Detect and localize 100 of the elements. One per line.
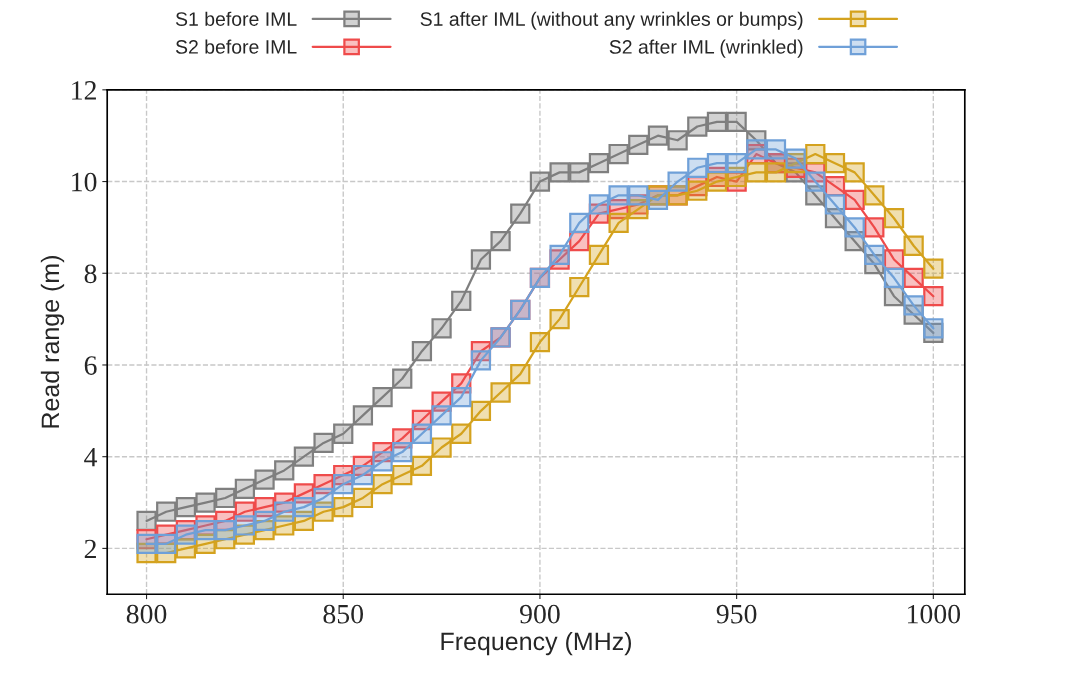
legend-label: S2 after IML (wrinkled): [609, 39, 803, 58]
point: [706, 153, 728, 174]
point: [569, 212, 590, 233]
point: [333, 496, 354, 518]
point: [805, 143, 826, 165]
point: [234, 515, 256, 536]
point: [706, 171, 728, 192]
point: [588, 244, 610, 266]
point: [569, 162, 590, 183]
point: [411, 341, 433, 362]
point: [392, 368, 413, 389]
point: [431, 318, 452, 339]
point: [844, 217, 865, 238]
point: [411, 423, 433, 444]
point: [844, 189, 865, 211]
y-tick-label: 10: [72, 172, 97, 192]
x-tick-label: 950: [716, 604, 757, 624]
point: [923, 318, 944, 339]
point: [569, 276, 590, 298]
point: [254, 510, 275, 532]
point: [156, 501, 177, 522]
point: [293, 446, 315, 467]
point: [608, 212, 629, 233]
point: [175, 496, 197, 518]
point: [608, 185, 629, 206]
point: [431, 405, 452, 426]
point: [470, 400, 492, 421]
point: [883, 208, 905, 229]
point: [274, 460, 295, 481]
point: [392, 441, 413, 463]
point: [510, 203, 531, 224]
point: [372, 474, 393, 495]
point: [470, 249, 492, 270]
point: [490, 382, 511, 403]
point: [746, 139, 767, 160]
point: [726, 111, 747, 133]
legend-label: S1 before IML: [175, 11, 297, 26]
x-tick-label: 1000: [907, 604, 961, 624]
point: [785, 148, 806, 169]
x-tick-label: 900: [519, 604, 560, 624]
point: [765, 139, 787, 160]
point: [510, 364, 531, 385]
point: [608, 143, 629, 165]
point: [392, 464, 413, 486]
point: [883, 249, 905, 270]
x-tick-label: 800: [126, 604, 167, 624]
point: [687, 157, 708, 178]
point: [333, 423, 354, 444]
x-axis-title: Frequency (MHz): [441, 631, 631, 656]
point: [549, 244, 570, 266]
point: [431, 437, 452, 458]
point: [864, 185, 885, 206]
point: [372, 386, 393, 408]
point: [195, 492, 216, 513]
point: [352, 405, 374, 426]
point: [923, 286, 944, 307]
point: [588, 153, 610, 174]
point: [903, 267, 924, 288]
point: [195, 519, 216, 541]
point: [923, 258, 944, 279]
y-tick-label: 8: [84, 264, 97, 284]
y-tick-label: 12: [72, 81, 96, 100]
point: [824, 194, 846, 215]
x-tick-label: 850: [323, 604, 364, 624]
y-axis-title: Read range (m): [40, 256, 65, 428]
point: [667, 130, 688, 151]
legend-label: S2 before IML: [175, 39, 297, 54]
point: [352, 464, 374, 486]
point: [529, 331, 551, 353]
point: [313, 487, 334, 509]
point: [352, 487, 374, 509]
point: [903, 295, 924, 316]
y-tick-label: 2: [84, 539, 96, 559]
point: [549, 162, 570, 183]
point: [470, 350, 492, 371]
point: [411, 455, 433, 476]
point: [864, 217, 885, 238]
point: [156, 533, 177, 554]
point: [883, 267, 905, 288]
point: [844, 162, 865, 183]
point: [274, 501, 295, 522]
point: [451, 290, 472, 311]
point: [628, 134, 649, 155]
point: [215, 487, 236, 509]
point: [903, 235, 924, 256]
point: [549, 308, 570, 330]
point: [864, 244, 885, 266]
point: [215, 519, 236, 541]
point: [824, 153, 846, 174]
point: [175, 524, 197, 545]
y-tick-label: 4: [84, 448, 98, 467]
point: [687, 116, 708, 137]
point: [490, 231, 511, 252]
point: [313, 432, 334, 454]
point: [451, 386, 472, 408]
point: [588, 194, 610, 215]
point: [372, 451, 393, 472]
point: [647, 189, 669, 211]
point: [529, 171, 551, 192]
point: [726, 153, 747, 174]
